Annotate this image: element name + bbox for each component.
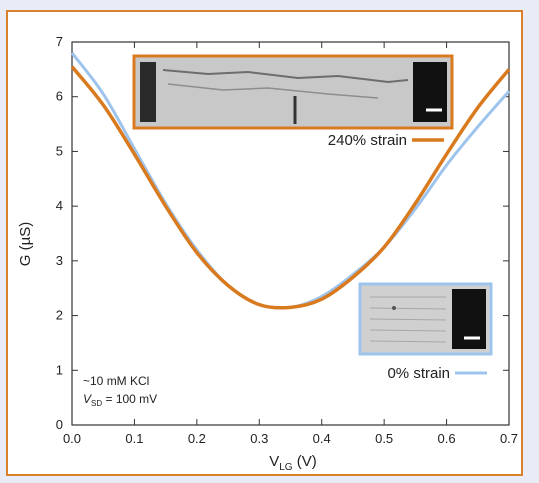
legend: 240% strain 0% strain — [328, 132, 487, 382]
annotation-electrolyte: ~10 mM KCl — [83, 374, 149, 388]
x-tick-label: 0.4 — [313, 431, 331, 446]
x-tick-label: 0.1 — [125, 431, 143, 446]
y-tick-label: 5 — [56, 143, 63, 158]
x-tick-label: 0.0 — [63, 431, 81, 446]
y-tick-label: 3 — [56, 253, 63, 268]
y-tick-label: 4 — [56, 198, 63, 213]
plot-box — [71, 41, 510, 426]
series-line-240-strain — [70, 65, 511, 310]
axes: 0.0 0.1 0.2 0.3 0.4 0.5 0.6 0.7 0 1 2 3 4 5 6 7 — [56, 34, 518, 446]
x-tick-label: 0.3 — [250, 431, 268, 446]
curves — [70, 52, 511, 310]
y-tick-label: 0 — [56, 417, 63, 432]
x-tick-label: 0.6 — [438, 431, 456, 446]
legend-label-240: 240% strain — [328, 132, 407, 149]
y-tick-label: 6 — [56, 89, 63, 104]
y-tick-label: 1 — [56, 362, 63, 377]
conductance-chart: 0.0 0.1 0.2 0.3 0.4 0.5 0.6 0.7 0 1 2 3 4 5 6 7 240% st… — [17, 34, 518, 473]
y-axis-title: G (µS) — [17, 222, 34, 266]
x-tick-label: 0.2 — [188, 431, 206, 446]
y-tick-label: 7 — [56, 34, 63, 49]
annotation-bias: VSD = 100 mV — [83, 392, 157, 408]
inset-0-strain — [358, 282, 493, 356]
x-tick-label: 0.5 — [375, 431, 393, 446]
x-axis-title: VLG (V) — [269, 453, 317, 473]
figure-frame: 0.0 0.1 0.2 0.3 0.4 0.5 0.6 0.7 0 1 2 3 4 5 6 7 240% st… — [6, 10, 523, 476]
inset-240-strain — [132, 54, 454, 130]
y-tick-label: 2 — [56, 308, 63, 323]
legend-label-0: 0% strain — [387, 365, 450, 382]
x-tick-label: 0.7 — [500, 431, 518, 446]
